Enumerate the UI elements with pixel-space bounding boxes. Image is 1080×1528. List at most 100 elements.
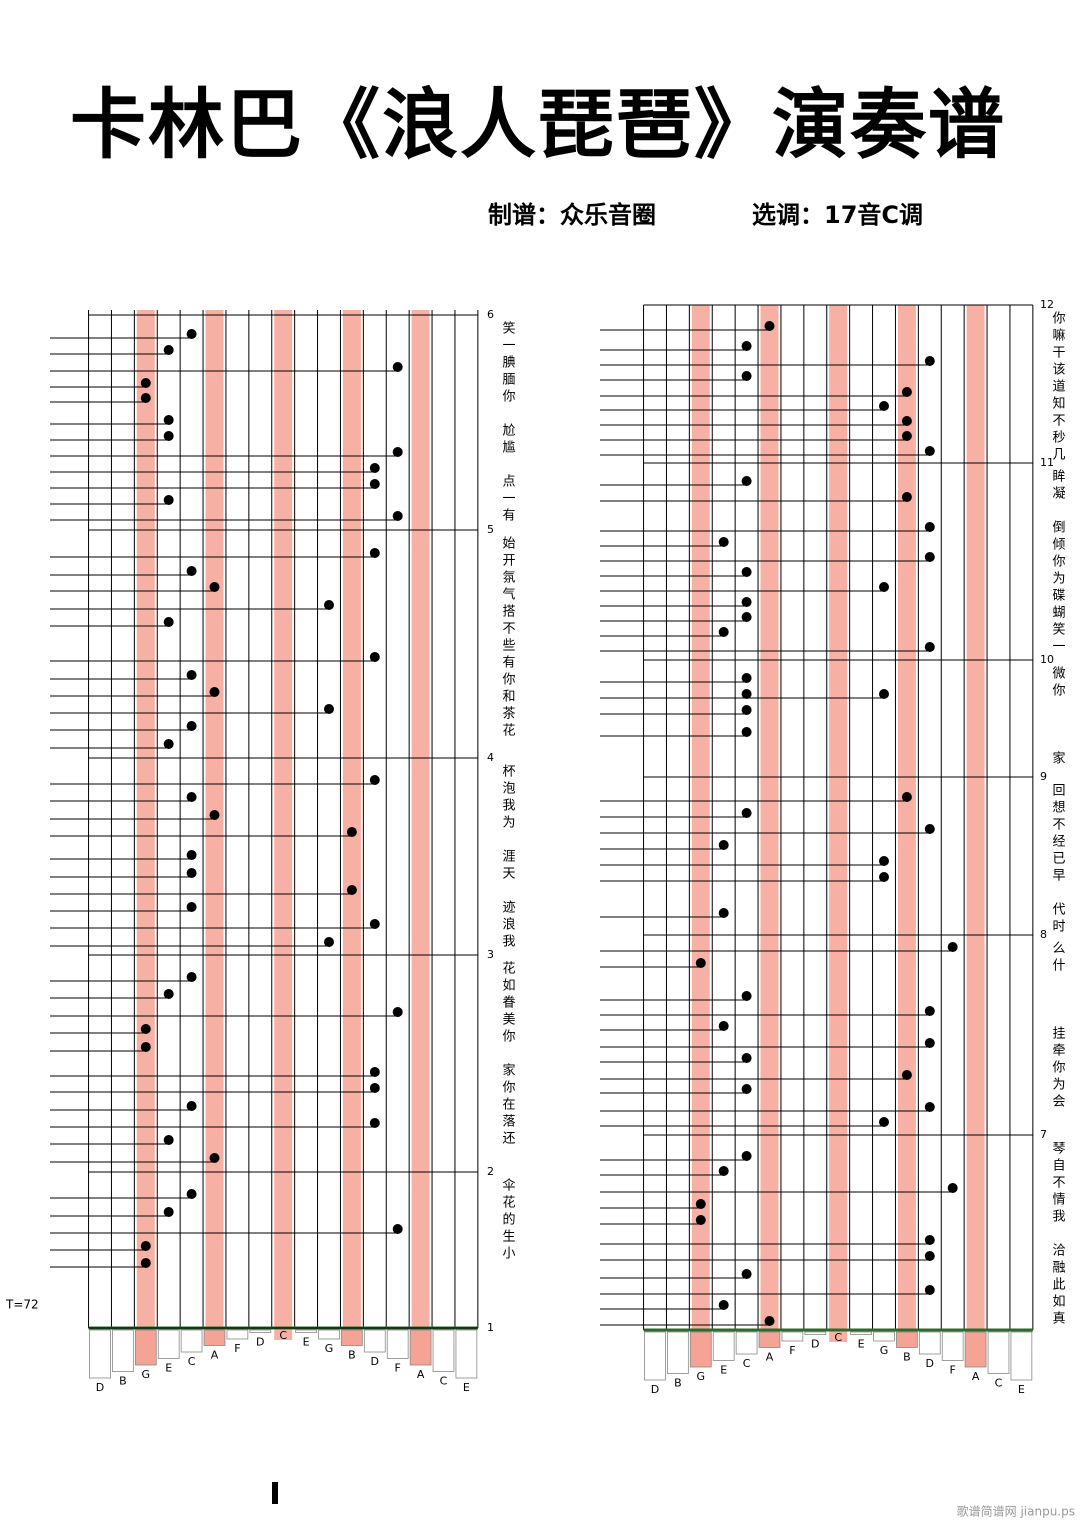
key (712, 1331, 735, 1361)
note (163, 495, 174, 505)
watermark: 歌谱简谱网 jianpu.ps (957, 1504, 1075, 1519)
tine-highlight (136, 310, 155, 1340)
note (369, 775, 380, 785)
note (369, 652, 380, 662)
note (695, 958, 706, 968)
note (901, 492, 912, 502)
key (735, 1331, 758, 1355)
note (186, 566, 197, 576)
note (718, 627, 729, 637)
note (741, 1053, 752, 1063)
note (879, 582, 889, 592)
note (879, 856, 889, 866)
note (741, 612, 752, 622)
note (140, 1258, 151, 1268)
key-label: D (96, 1381, 104, 1394)
key (781, 1331, 804, 1342)
note (140, 378, 151, 388)
note (209, 582, 220, 592)
key (667, 1331, 689, 1374)
note (346, 827, 357, 837)
key-label: F (950, 1364, 956, 1377)
key (941, 1331, 964, 1361)
measure-number: 3 (487, 948, 494, 961)
key (249, 1329, 272, 1333)
note (163, 617, 174, 627)
note (718, 840, 729, 850)
note (879, 1117, 889, 1127)
key-label: G (142, 1368, 151, 1381)
note (947, 942, 958, 952)
note (163, 1207, 174, 1217)
key-label: E (1018, 1383, 1025, 1396)
note (324, 937, 334, 947)
key-label: C (279, 1329, 287, 1342)
note (392, 1224, 403, 1234)
key (455, 1329, 478, 1379)
note (924, 642, 935, 652)
note (163, 1135, 174, 1145)
note (924, 1251, 935, 1261)
note (741, 705, 752, 715)
note (901, 1070, 912, 1080)
mark (272, 1482, 278, 1504)
measure-number: 4 (487, 751, 494, 764)
note (186, 1101, 197, 1111)
tine-highlight (274, 310, 293, 1340)
note (369, 1118, 380, 1128)
key (203, 1329, 226, 1346)
key-label: F (789, 1344, 795, 1357)
key (180, 1329, 203, 1353)
note (741, 1269, 752, 1279)
key-label: G (325, 1342, 334, 1355)
title: 卡林巴《浪人琵琶》演奏谱 (70, 80, 1006, 169)
note (346, 885, 357, 895)
note (764, 321, 775, 331)
note (369, 919, 380, 929)
note (741, 808, 752, 818)
measure-number: 11 (1040, 456, 1054, 469)
note (924, 1102, 935, 1112)
key (644, 1331, 666, 1381)
note (924, 1285, 935, 1295)
tune-key: 选调：17音C调 (752, 201, 923, 229)
note (924, 1006, 935, 1016)
key (318, 1329, 340, 1340)
key (896, 1331, 918, 1348)
key-label: B (903, 1351, 911, 1364)
key-label: E (858, 1338, 865, 1351)
key-label: D (811, 1338, 819, 1351)
key-label: F (395, 1362, 401, 1375)
note (186, 902, 197, 912)
key-label: E (720, 1364, 727, 1377)
measure-number: 1 (487, 1321, 494, 1334)
tine-highlight (966, 305, 985, 1342)
note (901, 416, 912, 426)
measure-number: 12 (1040, 298, 1054, 311)
note (163, 415, 174, 425)
note (163, 739, 174, 749)
arranger: 制谱：众乐音圈 (488, 201, 656, 229)
note (924, 824, 935, 834)
tine-highlight (897, 305, 916, 1342)
note (718, 1021, 729, 1031)
note (369, 463, 380, 473)
tine-highlight (342, 310, 361, 1340)
note (140, 1042, 151, 1052)
note (879, 689, 889, 699)
note (695, 1215, 706, 1225)
note (186, 1189, 197, 1199)
key (432, 1329, 455, 1372)
note (392, 511, 403, 521)
lyrics: 伞花的生小 (500, 1177, 516, 1263)
note (741, 341, 752, 351)
note (186, 670, 197, 680)
note (392, 447, 403, 457)
note (741, 727, 752, 737)
key-label: E (463, 1381, 470, 1394)
key-label: D (371, 1355, 379, 1368)
note (879, 401, 889, 411)
measure-number: 6 (487, 308, 494, 321)
note (140, 1241, 151, 1251)
